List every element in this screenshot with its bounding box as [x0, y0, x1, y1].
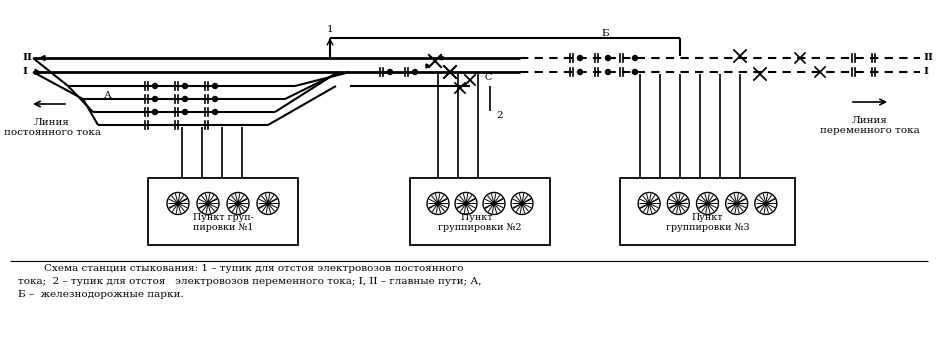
Text: Б: Б [601, 29, 609, 37]
Circle shape [153, 84, 158, 89]
Circle shape [632, 70, 638, 74]
Circle shape [167, 192, 189, 215]
Polygon shape [441, 56, 445, 60]
Text: II: II [923, 54, 933, 62]
Circle shape [213, 109, 218, 114]
Circle shape [213, 96, 218, 102]
Circle shape [511, 192, 533, 215]
Polygon shape [426, 64, 430, 68]
Circle shape [667, 192, 689, 215]
Circle shape [755, 192, 777, 215]
Circle shape [455, 192, 477, 215]
Circle shape [227, 192, 249, 215]
Circle shape [483, 192, 505, 215]
Text: Пункт груп-
пировки №1: Пункт груп- пировки №1 [192, 213, 253, 232]
Circle shape [697, 192, 719, 215]
Text: С: С [484, 73, 492, 83]
Circle shape [632, 55, 638, 60]
Circle shape [726, 192, 748, 215]
Circle shape [606, 55, 611, 60]
Text: I: I [923, 67, 928, 77]
Circle shape [427, 192, 449, 215]
Text: Схема станции стыкования: 1 – тупик для отстоя электровозов постоянного
тока;  2: Схема станции стыкования: 1 – тупик для … [18, 264, 481, 299]
Text: Пункт ‘
группировки №2: Пункт ‘ группировки №2 [438, 212, 522, 232]
Circle shape [183, 109, 188, 114]
Circle shape [197, 192, 219, 215]
Circle shape [638, 192, 660, 215]
Circle shape [413, 70, 417, 74]
Text: 1: 1 [326, 25, 333, 35]
Circle shape [183, 84, 188, 89]
Circle shape [153, 109, 158, 114]
Text: Пункт
группировки №3: Пункт группировки №3 [666, 213, 749, 232]
Text: А: А [104, 91, 112, 101]
Text: I: I [22, 67, 27, 77]
Circle shape [213, 84, 218, 89]
Polygon shape [40, 55, 45, 60]
Bar [148, 178, 298, 245]
Circle shape [153, 96, 158, 102]
Text: Линия
переменного тока: Линия переменного тока [820, 116, 920, 136]
Circle shape [183, 96, 188, 102]
Polygon shape [35, 70, 40, 74]
Circle shape [387, 70, 392, 74]
Text: II: II [22, 54, 32, 62]
Circle shape [606, 70, 611, 74]
Circle shape [578, 55, 582, 60]
Text: 2: 2 [497, 112, 504, 120]
Circle shape [578, 70, 582, 74]
Bar [620, 178, 795, 245]
Text: Линия
постоянного тока: Линия постоянного тока [4, 118, 100, 137]
Circle shape [257, 192, 279, 215]
Bar [410, 178, 550, 245]
